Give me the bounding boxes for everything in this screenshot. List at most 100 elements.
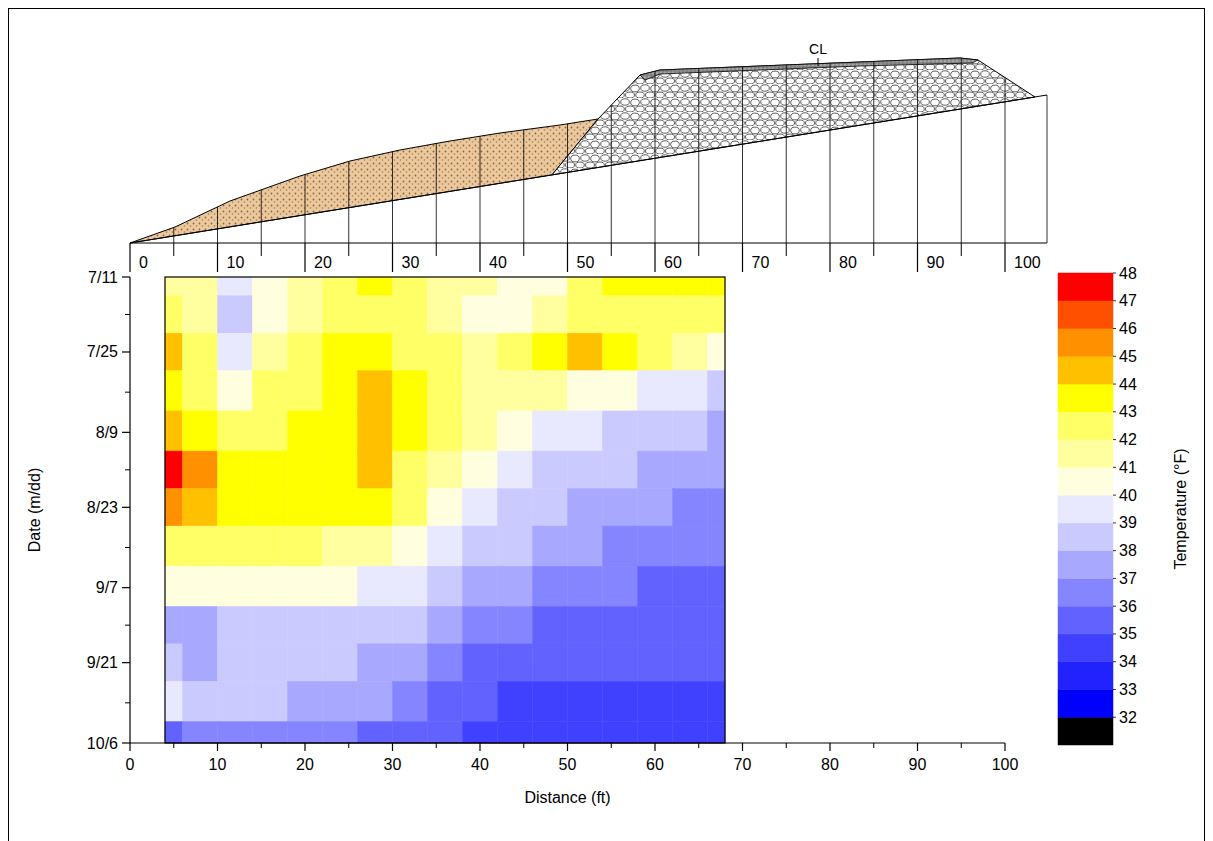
heat-cell: [393, 681, 428, 721]
station-line: [436, 143, 437, 243]
heat-cell: [358, 333, 393, 370]
heat-cell: [603, 489, 638, 526]
outer-frame: [9, 9, 1205, 841]
y-minor-tick: [125, 392, 130, 393]
heat-cell: [323, 277, 358, 296]
heat-cell: [393, 566, 428, 606]
heat-cell: [253, 411, 288, 451]
heat-cell: [218, 333, 253, 370]
heat-cell: [253, 489, 288, 526]
colorbar-band: [1058, 578, 1113, 606]
heat-cell: [323, 606, 358, 643]
heat-cell: [253, 606, 288, 643]
heat-cell: [165, 451, 183, 488]
heat-cell: [673, 277, 708, 296]
heat-cell: [708, 489, 726, 526]
heat-cell: [288, 526, 323, 566]
colorbar-tick: [1113, 550, 1116, 551]
heat-cell: [323, 644, 358, 681]
heat-cell: [463, 606, 498, 643]
colorbar-tick-label: 43: [1119, 403, 1137, 420]
heat-cell: [498, 489, 533, 526]
heat-cell: [708, 296, 726, 333]
heat-cell: [673, 722, 708, 743]
colorbar-tick: [1113, 717, 1116, 718]
heat-cell: [603, 411, 638, 451]
colorbar-tick-label: 45: [1119, 348, 1137, 365]
heat-cell: [165, 296, 183, 333]
heat-cell: [218, 489, 253, 526]
heat-cell: [165, 681, 183, 721]
heat-cell: [498, 722, 533, 743]
heat-cell: [323, 411, 358, 451]
y-minor-tick: [125, 625, 130, 626]
heat-cell: [253, 566, 288, 606]
heat-cell: [393, 277, 428, 296]
top-tick-label: 70: [752, 254, 770, 271]
heat-cell: [323, 296, 358, 333]
station-line: [1047, 95, 1048, 243]
heat-cell: [183, 566, 218, 606]
colorbar-tick-label: 37: [1119, 570, 1137, 587]
heat-cell: [498, 566, 533, 606]
heat-cell: [428, 722, 463, 743]
heat-cell: [708, 277, 726, 296]
heat-cell: [673, 526, 708, 566]
heat-cell: [638, 606, 673, 643]
colorbar-band: [1058, 523, 1113, 551]
station-line: [961, 58, 962, 243]
y-minor-tick: [125, 469, 130, 470]
station-line: [873, 61, 874, 243]
heat-cell: [498, 644, 533, 681]
heat-cell: [603, 644, 638, 681]
x-tick: [917, 743, 918, 751]
colorbar-tick: [1113, 633, 1116, 634]
y-minor-tick: [125, 547, 130, 548]
station-line: [217, 207, 218, 243]
heat-cell: [533, 371, 568, 411]
heat-cell: [323, 489, 358, 526]
y-tick: [122, 507, 130, 508]
heat-cell: [165, 526, 183, 566]
heat-cell: [533, 606, 568, 643]
heat-cell: [183, 606, 218, 643]
heat-cell: [358, 277, 393, 296]
heat-cell: [358, 644, 393, 681]
colorbar-tick-label: 38: [1119, 542, 1137, 559]
top-minor-tick: [611, 243, 612, 256]
heat-cell: [638, 489, 673, 526]
heat-cell: [673, 681, 708, 721]
colorbar-band: [1058, 412, 1113, 440]
x-minor-tick: [698, 743, 699, 748]
heat-cell: [498, 681, 533, 721]
heat-cell: [533, 411, 568, 451]
heat-cell: [323, 333, 358, 370]
heat-cell: [603, 277, 638, 296]
heat-cell: [498, 371, 533, 411]
colorbar-tick: [1113, 522, 1116, 523]
heat-cell: [253, 451, 288, 488]
heat-cell: [428, 277, 463, 296]
heat-cell: [428, 333, 463, 370]
heat-cell: [253, 526, 288, 566]
x-minor-tick: [348, 743, 349, 748]
x-tick: [304, 743, 305, 751]
heat-cell: [498, 333, 533, 370]
heat-cell: [673, 296, 708, 333]
station-line: [742, 67, 743, 243]
colorbar-band: [1058, 495, 1113, 523]
station-line: [523, 130, 524, 243]
cells: [165, 277, 725, 743]
y-tick-label: 8/9: [96, 424, 118, 441]
heat-cell: [288, 566, 323, 606]
station-line: [786, 65, 787, 243]
station-line: [173, 227, 174, 243]
heat-cell: [253, 333, 288, 370]
x-tick-label: 50: [559, 756, 577, 773]
station-line: [567, 124, 568, 243]
station-line: [261, 190, 262, 243]
gravel-cap: [640, 58, 978, 80]
heat-cell: [708, 681, 726, 721]
heat-cell: [218, 722, 253, 743]
x-tick-label: 40: [471, 756, 489, 773]
